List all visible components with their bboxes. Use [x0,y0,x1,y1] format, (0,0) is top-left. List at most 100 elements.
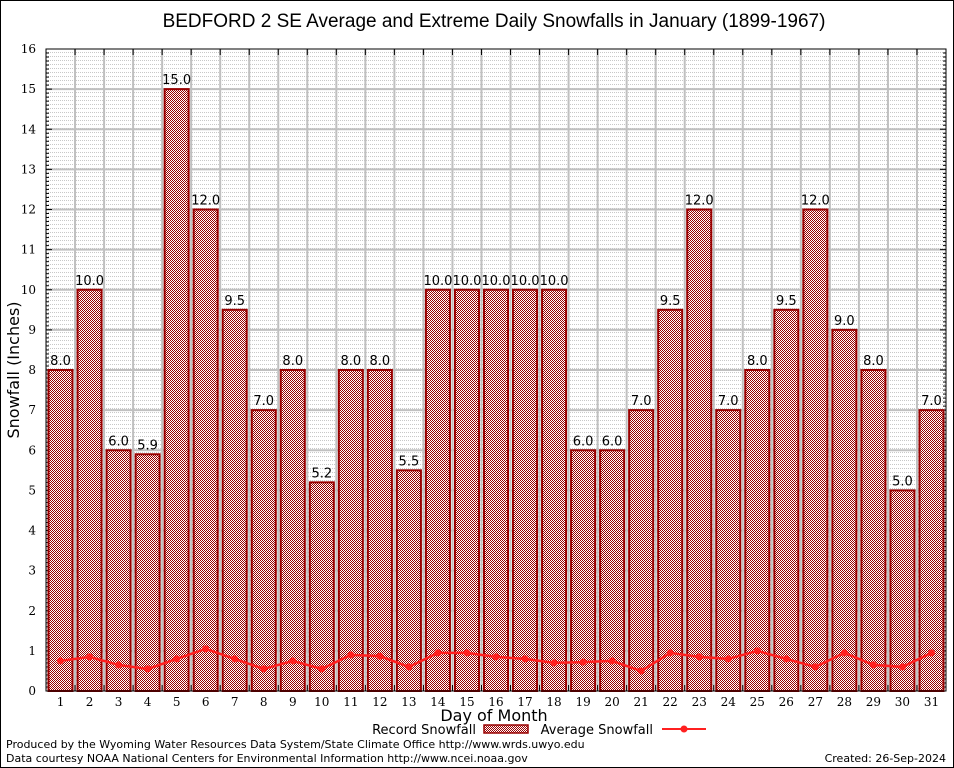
bar-day-30 [889,489,916,692]
bar-label-day-12: 8.0 [370,354,391,369]
y-tick-label: 14 [21,122,37,136]
legend-marker-average [680,725,688,733]
bar-label-day-11: 8.0 [340,354,361,369]
average-point-day-9 [289,657,297,665]
y-tick-label: 9 [28,323,36,337]
bar-label-day-23: 12.0 [685,194,714,209]
bar-value-labels: 8.0 10.0 6.0 5.9 15.0 12.0 9.5 7.0 8.0 5.2 8.0 8.0 5… [50,73,942,489]
x-tick-label: 20 [604,695,619,709]
x-tick-label: 28 [837,695,852,709]
bar-label-day-30: 5.0 [892,474,913,489]
bar-label-day-3: 6.0 [108,434,129,449]
average-point-day-21 [637,667,645,675]
y-tick-label: 1 [28,644,36,658]
legend-swatch-record [483,724,529,734]
bar-day-24 [715,409,742,692]
y-tick-label: 2 [28,604,36,618]
y-tick-label: 7 [28,403,36,417]
x-tick-label: 6 [202,695,210,709]
y-axis-label: Snowfall (Inches) [4,301,23,438]
bar-label-day-21: 7.0 [631,394,652,409]
x-tick-label: 22 [663,695,678,709]
x-tick-label: 9 [289,695,297,709]
y-tick-label: 11 [21,243,36,257]
x-tick-label: 26 [779,695,794,709]
bar-label-day-15: 10.0 [452,274,481,289]
bar-label-day-22: 9.5 [660,294,681,309]
bar-label-day-26: 9.5 [776,294,797,309]
bar-label-day-20: 6.0 [602,434,623,449]
average-point-day-10 [318,665,326,673]
bar-day-19 [570,449,597,692]
bar-day-10 [308,481,335,692]
x-tick-label: 11 [343,695,358,709]
x-tick-label: 25 [750,695,765,709]
average-point-day-26 [782,655,790,663]
bar-label-day-8: 7.0 [253,394,274,409]
x-tick-label: 4 [144,695,152,709]
x-tick-label: 5 [173,695,181,709]
x-tick-label: 12 [372,695,387,709]
bar-day-5 [163,88,190,692]
average-point-day-11 [347,651,355,659]
bar-day-20 [599,449,626,692]
x-axis-label: Day of Month [440,706,547,725]
x-tick-label: 30 [895,695,910,709]
bar-label-day-24: 7.0 [718,394,739,409]
bar-label-day-7: 9.5 [224,294,245,309]
average-snowfall-line [57,645,935,675]
bar-label-day-9: 8.0 [282,354,303,369]
average-point-day-12 [376,652,384,660]
bar-label-day-4: 5.9 [137,438,158,453]
bar-label-day-18: 10.0 [540,274,569,289]
y-tick-label: 4 [28,524,36,538]
x-axis: 1 2 3 4 5 6 7 8 9 10 11 12 13 14 15 16 17 18 19 20 21 22 23 24 2… [57,49,939,709]
x-tick-label: 21 [634,695,649,709]
average-point-day-3 [115,661,123,669]
average-point-day-6 [202,645,210,653]
x-tick-label: 24 [721,695,737,709]
bar-label-day-17: 10.0 [511,274,540,289]
bar-day-18 [541,288,568,692]
average-point-day-22 [666,649,674,657]
average-point-day-31 [927,649,935,657]
bar-label-day-29: 8.0 [863,354,884,369]
bar-day-14 [424,288,451,692]
bar-label-day-19: 6.0 [573,434,594,449]
x-tick-label: 17 [517,695,532,709]
average-point-day-27 [811,663,819,671]
average-point-day-28 [840,649,848,657]
y-tick-label: 3 [28,564,36,578]
y-tick-label: 6 [28,443,36,457]
bar-label-day-16: 10.0 [482,274,511,289]
footer-created-date: Created: 26-Sep-2024 [825,752,946,765]
average-point-day-23 [695,653,703,661]
x-tick-label: 19 [575,695,590,709]
bar-label-day-1: 8.0 [50,354,71,369]
bar-day-22 [657,308,684,692]
y-tick-label: 8 [28,363,36,377]
average-point-day-2 [86,653,94,661]
legend-label-record: Record Snowfall [372,723,476,738]
y-tick-label: 0 [28,684,36,698]
legend-label-average: Average Snowfall [541,723,653,738]
average-point-day-13 [405,663,413,671]
x-tick-label: 15 [459,695,474,709]
bar-day-23 [686,208,713,692]
bar-day-7 [221,308,248,692]
bar-day-28 [831,328,858,692]
average-point-day-24 [724,655,732,663]
average-point-day-14 [434,649,442,657]
bar-day-21 [628,409,655,692]
y-tick-label: 5 [28,483,36,497]
x-tick-label: 8 [260,695,268,709]
y-tick-label: 10 [21,283,36,297]
bar-label-day-27: 12.0 [801,194,830,209]
x-tick-label: 10 [314,695,329,709]
x-tick-label: 3 [115,695,123,709]
average-point-day-17 [521,655,529,663]
average-point-day-18 [550,659,558,667]
x-tick-label: 2 [86,695,94,709]
footer-data-source: Data courtesy NOAA National Centers for … [6,752,528,765]
bar-label-day-10: 5.2 [311,466,332,481]
